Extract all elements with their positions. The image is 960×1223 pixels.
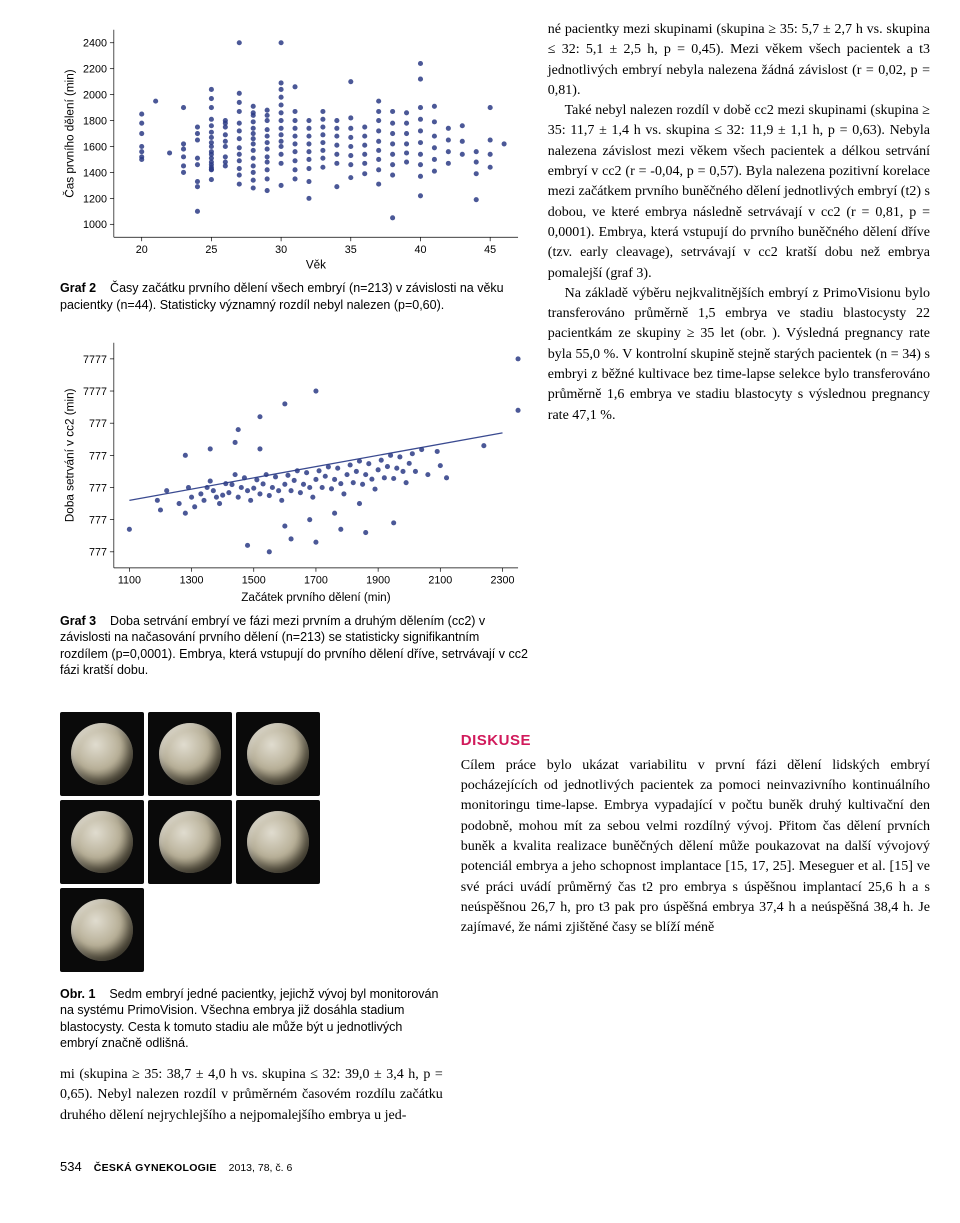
svg-text:Čas prvního dělení (min): Čas prvního dělení (min) <box>64 69 77 198</box>
svg-text:777: 777 <box>89 418 107 430</box>
obr1-caption: Obr. 1 Sedm embryí jedné pacientky, jeji… <box>60 986 443 1051</box>
svg-text:1400: 1400 <box>83 167 107 179</box>
graf2-chart: 1000 1200 1400 1600 1800 2000 2200 2400 20 25 30 35… <box>60 20 530 274</box>
page: 1000 1200 1400 1600 1800 2000 2200 2400 20 25 30 35… <box>60 20 930 1177</box>
svg-text:20: 20 <box>136 244 148 256</box>
svg-text:777: 777 <box>89 515 107 527</box>
obr1-image-grid <box>60 712 320 972</box>
svg-text:1300: 1300 <box>180 575 204 587</box>
embryo-icon <box>159 811 221 873</box>
lower-region: Obr. 1 Sedm embryí jedné pacientky, jeji… <box>60 712 930 1126</box>
lower-left-para: mi (skupina ≥ 35: 38,7 ± 4,0 h vs. skupi… <box>60 1065 443 1126</box>
svg-text:7777: 7777 <box>83 386 107 398</box>
svg-text:1000: 1000 <box>83 219 107 231</box>
graf3-svg: 7777777777777777777777711001300150017001… <box>60 333 530 607</box>
embryo-cell <box>60 800 144 884</box>
svg-text:777: 777 <box>89 547 107 559</box>
right-column: né pacientky mezi skupinami (skupina ≥ 3… <box>548 20 930 692</box>
embryo-cell <box>148 888 232 972</box>
embryo-cell <box>236 712 320 796</box>
upper-region: 1000 1200 1400 1600 1800 2000 2200 2400 20 25 30 35… <box>60 20 930 692</box>
graf3-chart: 7777777777777777777777711001300150017001… <box>60 333 530 607</box>
lower-right-column: DISKUSE Cílem práce bylo ukázat variabil… <box>461 712 930 1126</box>
right-p1: né pacientky mezi skupinami (skupina ≥ 3… <box>548 20 930 101</box>
left-column: 1000 1200 1400 1600 1800 2000 2200 2400 20 25 30 35… <box>60 20 530 692</box>
svg-text:Doba setrvání v cc2 (min): Doba setrvání v cc2 (min) <box>64 388 77 522</box>
svg-text:777: 777 <box>89 450 107 462</box>
obr1-label: Obr. 1 <box>60 987 95 1001</box>
embryo-icon <box>247 723 309 785</box>
embryo-cell <box>148 800 232 884</box>
graf3-caption-text: Doba setrvání embryí ve fázi mezi prvním… <box>60 614 528 677</box>
svg-text:2000: 2000 <box>83 90 107 102</box>
graf3-caption: Graf 3 Doba setrvání embryí ve fázi mezi… <box>60 613 530 678</box>
embryo-cell <box>60 888 144 972</box>
svg-text:2300: 2300 <box>491 575 515 587</box>
svg-text:1600: 1600 <box>83 141 107 153</box>
graf3-label: Graf 3 <box>60 614 96 628</box>
lower-left-text: mi (skupina ≥ 35: 38,7 ± 4,0 h vs. skupi… <box>60 1065 443 1126</box>
embryo-icon <box>247 811 309 873</box>
svg-text:Začátek prvního dělení (min): Začátek prvního dělení (min) <box>241 591 390 604</box>
svg-text:45: 45 <box>484 244 496 256</box>
svg-text:1200: 1200 <box>83 193 107 205</box>
svg-text:1500: 1500 <box>242 575 266 587</box>
svg-text:2100: 2100 <box>428 575 452 587</box>
diskuse-para: Cílem práce bylo ukázat variabilitu v pr… <box>461 756 930 939</box>
right-p3: Na základě výběru nejkvalitnějších embry… <box>548 284 930 426</box>
graf2-svg: 1000 1200 1400 1600 1800 2000 2200 2400 20 25 30 35… <box>60 20 530 274</box>
svg-text:1900: 1900 <box>366 575 390 587</box>
graf2-figure: 1000 1200 1400 1600 1800 2000 2200 2400 20 25 30 35… <box>60 20 530 327</box>
graf2-caption-text: Časy začátku prvního dělení všech embryí… <box>60 281 504 311</box>
embryo-icon <box>71 899 133 961</box>
svg-text:2400: 2400 <box>83 38 107 50</box>
diskuse-heading: DISKUSE <box>461 730 930 752</box>
lower-left-column: Obr. 1 Sedm embryí jedné pacientky, jeji… <box>60 712 443 1126</box>
page-footer: 534 ČESKÁ GYNEKOLOGIE 2013, 78, č. 6 <box>60 1158 930 1177</box>
svg-text:30: 30 <box>275 244 287 256</box>
embryo-icon <box>159 723 221 785</box>
svg-text:1700: 1700 <box>304 575 328 587</box>
obr1-caption-text: Sedm embryí jedné pacientky, jejichž výv… <box>60 987 438 1050</box>
graf3-figure: 7777777777777777777777711001300150017001… <box>60 333 530 692</box>
svg-text:40: 40 <box>414 244 426 256</box>
svg-text:1800: 1800 <box>83 115 107 127</box>
svg-text:1100: 1100 <box>118 575 141 587</box>
graf2-label: Graf 2 <box>60 281 96 295</box>
svg-text:Věk: Věk <box>306 259 326 272</box>
svg-text:7777: 7777 <box>83 354 107 366</box>
issue-info: 2013, 78, č. 6 <box>229 1161 293 1176</box>
page-number: 534 <box>60 1158 82 1177</box>
embryo-cell <box>60 712 144 796</box>
svg-text:2200: 2200 <box>83 64 107 76</box>
embryo-icon <box>71 811 133 873</box>
right-p2: Také nebyl nalezen rozdíl v době cc2 mez… <box>548 101 930 284</box>
svg-text:25: 25 <box>205 244 217 256</box>
embryo-cell <box>148 712 232 796</box>
journal-name: ČESKÁ GYNEKOLOGIE <box>94 1161 217 1176</box>
embryo-icon <box>71 723 133 785</box>
svg-text:35: 35 <box>345 244 357 256</box>
embryo-cell <box>236 888 320 972</box>
graf2-caption: Graf 2 Časy začátku prvního dělení všech… <box>60 280 530 313</box>
svg-text:777: 777 <box>89 482 107 494</box>
embryo-cell <box>236 800 320 884</box>
